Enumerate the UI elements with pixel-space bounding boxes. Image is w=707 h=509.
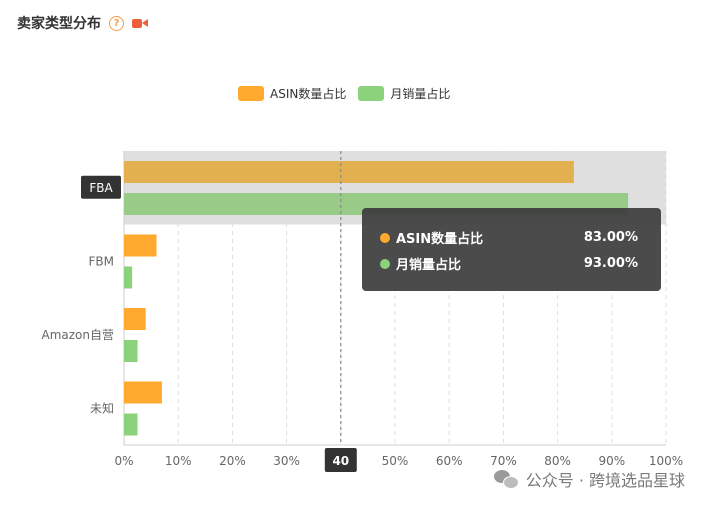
watermark-text: 公众号 · 跨境选品星球 <box>525 471 685 490</box>
x-tick-label: 0% <box>114 454 133 468</box>
bar-0-3 <box>124 381 162 404</box>
tooltip: ASIN数量占比 83.00% 月销量占比 93.00% <box>362 208 661 291</box>
tooltip-row-asin: ASIN数量占比 83.00% <box>380 228 638 247</box>
watermark: 公众号 · 跨境选品星球 <box>493 467 685 491</box>
tooltip-dot-sales <box>380 258 390 269</box>
help-icon[interactable]: ? <box>109 15 124 31</box>
bar-1-2 <box>124 340 138 362</box>
bar-1-3 <box>124 413 138 436</box>
x-tick-label: 60% <box>436 454 463 468</box>
chart-title: 卖家类型分布 <box>17 16 101 32</box>
category-label: 未知 <box>90 401 114 415</box>
category-label: FBA <box>89 181 113 195</box>
x-tick-label: 100% <box>649 454 683 468</box>
legend-swatch-asin <box>238 86 264 101</box>
x-tick-label: 50% <box>382 454 409 468</box>
category-label-bg <box>81 175 121 199</box>
legend-label-asin: ASIN数量占比 <box>270 87 347 101</box>
bar-1-1 <box>124 266 133 289</box>
bar-0-2 <box>124 308 146 330</box>
tooltip-dot-asin <box>380 232 390 243</box>
header: 卖家类型分布 ? <box>17 13 148 33</box>
chart-legend: ASIN数量占比 月销量占比 <box>238 85 462 102</box>
x-tick-label: 80% <box>544 454 571 468</box>
x-tick-label: 90% <box>598 454 625 468</box>
crosshair-label: 40 <box>332 454 349 468</box>
bar-0-1 <box>124 234 157 257</box>
x-tick-label: 20% <box>219 454 246 468</box>
tooltip-name-asin: ASIN数量占比 <box>396 232 484 247</box>
video-icon[interactable] <box>132 18 148 29</box>
category-label: Amazon自营 <box>42 328 115 342</box>
x-tick-label: 70% <box>490 454 517 468</box>
tooltip-name-sales: 月销量占比 <box>396 258 462 273</box>
tooltip-value-sales: 93.00% <box>583 256 638 271</box>
legend-item-asin[interactable]: ASIN数量占比 <box>238 85 346 102</box>
wechat-icon <box>493 470 519 489</box>
tooltip-row-sales: 月销量占比 93.00% <box>380 254 638 273</box>
tooltip-value-asin: 83.00% <box>583 230 638 245</box>
legend-swatch-sales <box>358 86 385 101</box>
bar-0-0 <box>124 161 574 183</box>
legend-item-sales[interactable]: 月销量占比 <box>358 85 450 102</box>
x-tick-label: 10% <box>165 454 192 468</box>
legend-label-sales: 月销量占比 <box>390 87 451 101</box>
category-label: FBM <box>89 254 115 268</box>
x-tick-label: 30% <box>273 454 300 468</box>
crosshair-label-bg <box>324 448 357 472</box>
